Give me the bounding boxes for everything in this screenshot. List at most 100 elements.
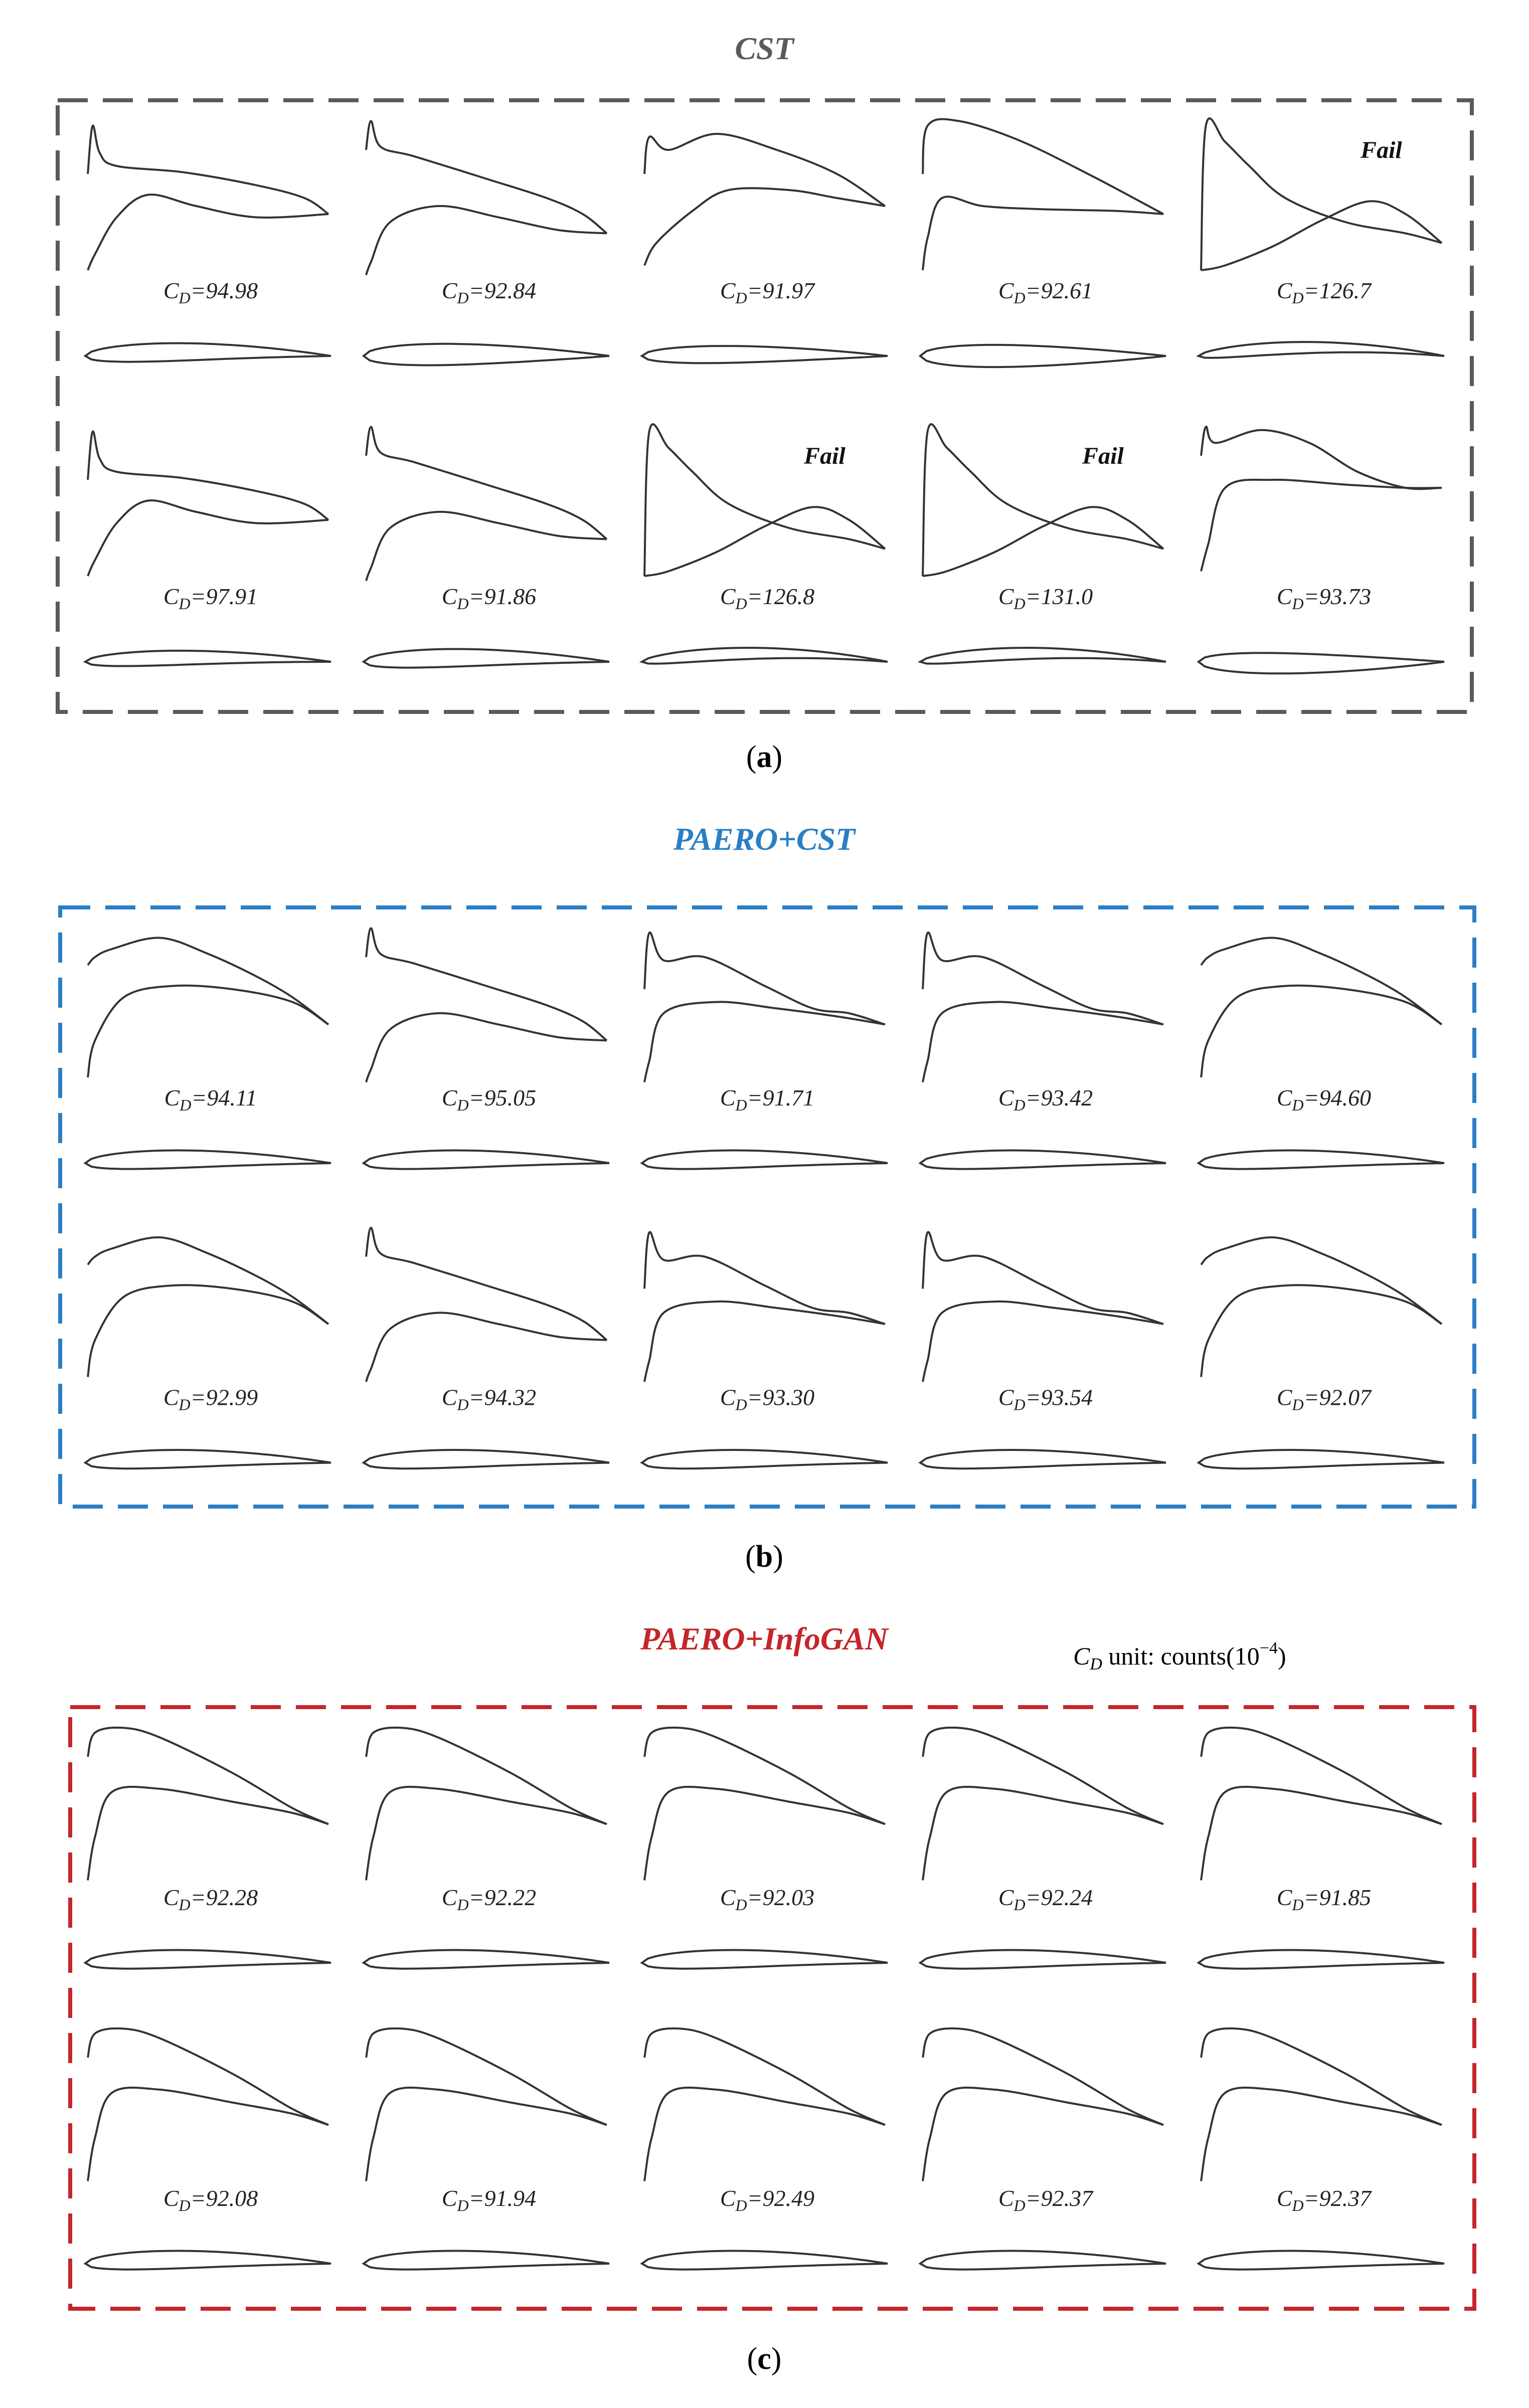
airfoil-outline bbox=[1197, 652, 1445, 675]
cp-lower-curve bbox=[643, 1001, 886, 1083]
cd-label: CD=91.71 bbox=[720, 1085, 814, 1114]
airfoil-outline bbox=[362, 1448, 610, 1470]
cd-label: CD=92.37 bbox=[998, 2185, 1094, 2214]
airfoil-cell: CD=91.97 bbox=[640, 132, 888, 364]
cp-lower-curve bbox=[365, 2087, 607, 2181]
cd-label: CD=92.37 bbox=[1277, 2185, 1372, 2214]
cd-label: CD=131.0 bbox=[998, 584, 1093, 613]
airfoil-cell: CD=93.30 bbox=[640, 1231, 888, 1470]
cp-lower-curve bbox=[643, 1300, 886, 1382]
airfoil-cell: CD=94.32 bbox=[362, 1226, 610, 1470]
cp-lower-curve bbox=[922, 196, 1164, 271]
cp-upper-curve bbox=[365, 1226, 608, 1341]
cp-upper-curve bbox=[922, 1726, 1164, 1825]
airfoil-cell: CD=92.49 bbox=[640, 2027, 888, 2271]
airfoil-outline bbox=[1196, 341, 1445, 359]
cp-lower-curve bbox=[1200, 1284, 1443, 1377]
cp-lower-curve bbox=[922, 1786, 1164, 1881]
cp-lower-curve bbox=[87, 499, 329, 577]
airfoil-outline bbox=[362, 648, 610, 669]
airfoil-cell: CD=92.37 bbox=[918, 2027, 1166, 2271]
cd-label: CD=94.32 bbox=[442, 1385, 536, 1414]
cd-label: CD=93.54 bbox=[998, 1385, 1093, 1414]
airfoil-cell: CD=91.71 bbox=[640, 931, 888, 1170]
cp-lower-curve bbox=[87, 2087, 329, 2181]
cp-lower-curve bbox=[1200, 984, 1443, 1078]
cp-upper-curve bbox=[365, 927, 608, 1041]
airfoil-outline bbox=[918, 1949, 1166, 1970]
airfoil-cell: CD=92.37 bbox=[1197, 2027, 1445, 2271]
airfoil-cell: Fail CD=126.8 bbox=[639, 423, 888, 665]
cp-lower-curve bbox=[1201, 200, 1443, 271]
airfoil-outline bbox=[640, 1149, 888, 1170]
cp-upper-curve bbox=[922, 423, 1164, 577]
cp-lower-curve bbox=[1200, 1786, 1442, 1881]
airfoil-outline bbox=[1197, 1448, 1445, 1470]
cp-lower-curve bbox=[87, 194, 329, 271]
panel-dashed-frame bbox=[58, 905, 1476, 1509]
panel-dashed-frame bbox=[68, 1705, 1476, 2311]
cp-upper-curve bbox=[87, 937, 329, 1025]
cd-unit-note: CD unit: counts(10−4) bbox=[1073, 1639, 1286, 1674]
cp-upper-curve bbox=[922, 2027, 1164, 2126]
airfoil-outline bbox=[639, 647, 888, 665]
airfoil-cell: CD=94.98 bbox=[83, 124, 331, 363]
panel-caption: (b) bbox=[745, 1540, 783, 1574]
fail-label: Fail bbox=[803, 443, 845, 469]
cp-lower-curve bbox=[365, 1786, 607, 1881]
airfoil-cell: CD=93.54 bbox=[918, 1231, 1166, 1470]
cd-label: CD=94.60 bbox=[1277, 1085, 1371, 1114]
airfoil-cell: CD=93.73 bbox=[1197, 426, 1445, 675]
airfoil-outline bbox=[640, 1949, 888, 1970]
cd-label: CD=92.28 bbox=[163, 1885, 258, 1914]
airfoil-cell: Fail CD=126.7 bbox=[1196, 117, 1445, 359]
airfoil-outline bbox=[918, 1149, 1166, 1170]
panel-caption: (c) bbox=[747, 2342, 782, 2376]
cp-lower-curve bbox=[365, 205, 607, 276]
airfoil-outline bbox=[362, 342, 610, 366]
cp-upper-curve bbox=[1200, 117, 1442, 271]
airfoil-outline bbox=[83, 2250, 331, 2271]
fail-label: Fail bbox=[1082, 443, 1124, 469]
cp-upper-curve bbox=[87, 1236, 329, 1325]
airfoil-outline bbox=[1197, 1149, 1445, 1170]
cp-lower-curve bbox=[1200, 2087, 1442, 2181]
cd-label: CD=92.84 bbox=[442, 278, 536, 307]
panel-b: PAERO+CST CD=94.11 CD=95.05 CD=91.71 CD=93.4… bbox=[58, 821, 1476, 1574]
airfoil-cell: CD=91.94 bbox=[362, 2027, 610, 2271]
cd-label: CD=92.03 bbox=[720, 1885, 814, 1914]
airfoil-outline bbox=[1197, 2250, 1445, 2271]
airfoil-outline bbox=[83, 1448, 331, 1470]
cp-lower-curve bbox=[643, 2087, 886, 2181]
cp-upper-curve bbox=[922, 1231, 1164, 1325]
cp-lower-curve bbox=[644, 506, 886, 577]
cp-upper-curve bbox=[922, 931, 1164, 1026]
cd-label: CD=92.49 bbox=[720, 2185, 814, 2214]
cp-lower-curve bbox=[643, 1786, 886, 1881]
airfoil-outline bbox=[640, 345, 888, 364]
cp-lower-curve bbox=[365, 1012, 607, 1083]
cd-label: CD=92.22 bbox=[442, 1885, 536, 1914]
cd-label: CD=91.86 bbox=[442, 584, 536, 613]
cd-label: CD=93.73 bbox=[1277, 584, 1371, 613]
cp-upper-curve bbox=[365, 120, 608, 234]
cd-label: CD=126.7 bbox=[1277, 278, 1372, 307]
airfoil-outline bbox=[362, 1949, 610, 1970]
cd-label: CD=92.99 bbox=[163, 1385, 258, 1414]
cp-lower-curve bbox=[365, 510, 607, 582]
cp-upper-curve bbox=[643, 1726, 886, 1825]
airfoil-cell: CD=92.61 bbox=[918, 118, 1166, 368]
panel-title: PAERO+InfoGAN bbox=[640, 1621, 890, 1656]
cp-lower-curve bbox=[87, 1786, 329, 1881]
airfoil-cell: CD=92.24 bbox=[918, 1726, 1166, 1970]
airfoil-outline bbox=[83, 1149, 331, 1170]
cp-lower-curve bbox=[87, 1284, 329, 1377]
cp-upper-curve bbox=[365, 1726, 607, 1825]
cp-upper-curve bbox=[643, 1231, 886, 1325]
cp-upper-curve bbox=[87, 1726, 329, 1825]
cd-label: CD=94.98 bbox=[163, 278, 258, 307]
airfoil-outline bbox=[918, 2250, 1166, 2271]
cp-upper-curve bbox=[1200, 937, 1443, 1025]
airfoil-cell: CD=97.91 bbox=[83, 430, 331, 667]
